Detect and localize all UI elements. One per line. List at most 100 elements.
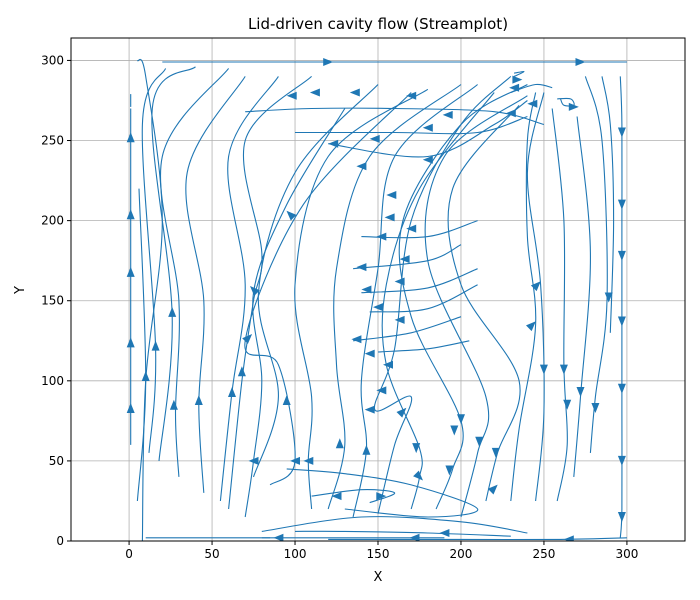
flow-arrow [248, 456, 259, 465]
flow-arrow [563, 399, 572, 410]
flow-arrow [617, 383, 626, 394]
flow-arrow [406, 224, 417, 233]
flow-arrow [457, 414, 465, 425]
flow-arrow [362, 444, 371, 455]
flow-arrow [126, 266, 135, 277]
flow-arrow [369, 134, 380, 143]
flow-arrow [273, 533, 284, 541]
flow-arrow [399, 255, 410, 264]
y-tick-label: 200 [41, 214, 64, 228]
streamline [327, 84, 462, 510]
streamline [159, 68, 230, 477]
streamlines [130, 58, 627, 541]
flow-arrow [169, 399, 178, 410]
flow-arrow [563, 535, 574, 541]
streamline [141, 68, 167, 453]
flow-arrow [356, 263, 367, 272]
flow-arrow [568, 102, 579, 111]
flow-arrow [335, 438, 344, 449]
x-tick-label: 100 [284, 547, 307, 561]
flow-arrow [286, 91, 297, 100]
flow-arrow [376, 386, 387, 395]
x-axis-ticks: 0 50 100 150 200 250 300 [125, 541, 638, 561]
flow-arrow [617, 199, 626, 210]
y-tick-label: 150 [41, 294, 64, 308]
flow-arrow [151, 340, 160, 351]
flow-arrow [576, 387, 585, 397]
y-axis-label: Y [13, 286, 28, 295]
streamline [294, 530, 511, 537]
flow-arrow [539, 364, 548, 375]
flow-arrow [250, 286, 260, 296]
flow-arrow [617, 512, 626, 522]
x-tick-label: 300 [615, 547, 638, 561]
x-tick-label: 50 [204, 547, 219, 561]
streamline [311, 489, 396, 504]
flow-arrow [509, 83, 520, 92]
flow-arrow [323, 58, 334, 66]
flow-arrow [126, 403, 135, 413]
streamline [377, 340, 470, 353]
flow-arrow [126, 337, 135, 348]
flow-arrow [394, 277, 405, 286]
flow-arrow [303, 456, 314, 465]
flow-arrow [356, 162, 367, 171]
flow-arrow [394, 315, 405, 324]
chart-title: Lid-driven cavity flow (Streamplot) [248, 15, 508, 33]
flow-arrow [617, 127, 626, 138]
flow-arrow [604, 292, 613, 303]
flow-arrow [364, 405, 375, 414]
flow-arrow [527, 99, 538, 108]
flow-arrow [126, 209, 135, 220]
streamline [424, 95, 528, 518]
x-tick-label: 0 [125, 547, 133, 561]
streamline [573, 116, 591, 477]
flow-arrow [526, 321, 536, 332]
flow-arrow [591, 403, 600, 413]
flow-arrow [364, 349, 375, 358]
flow-arrow [575, 58, 586, 66]
streamline [219, 76, 279, 502]
flow-arrow [168, 306, 177, 317]
y-tick-label: 250 [41, 134, 64, 148]
flow-arrow [439, 529, 450, 537]
y-tick-label: 0 [56, 534, 64, 548]
streamline [151, 66, 196, 461]
flow-arrow [512, 75, 523, 84]
flow-arrow [373, 303, 383, 312]
flow-arrow [361, 285, 372, 294]
streamline [353, 244, 462, 270]
streamline [328, 537, 627, 541]
x-axis-label: X [374, 570, 383, 585]
stream-arrows [126, 58, 626, 541]
flow-arrow [282, 395, 291, 405]
flow-arrow [406, 91, 417, 100]
flow-arrow [384, 213, 395, 222]
streamline [526, 92, 545, 502]
flow-arrow [383, 360, 393, 369]
flow-arrow [242, 334, 253, 344]
flow-arrow [487, 484, 498, 495]
streamline [369, 284, 478, 313]
flow-arrow [412, 443, 421, 454]
flow-arrow [328, 139, 339, 148]
flow-arrow [351, 335, 362, 344]
flow-arrow [617, 316, 626, 327]
flow-arrow [237, 366, 246, 377]
y-tick-label: 300 [41, 53, 64, 67]
flow-arrow [309, 88, 320, 97]
flow-arrow [409, 533, 420, 541]
flow-arrow [530, 281, 541, 292]
flow-arrow [386, 191, 397, 199]
streamline [136, 58, 163, 541]
flow-arrow [194, 395, 203, 405]
streamline [294, 115, 528, 135]
x-tick-label: 200 [450, 547, 473, 561]
flow-arrow [491, 447, 500, 458]
y-axis-ticks: 0 50 100 150 200 250 300 [41, 53, 71, 548]
flow-arrow [349, 88, 360, 97]
streamline [261, 516, 528, 534]
streamline [252, 84, 379, 478]
flow-arrow [376, 232, 387, 241]
